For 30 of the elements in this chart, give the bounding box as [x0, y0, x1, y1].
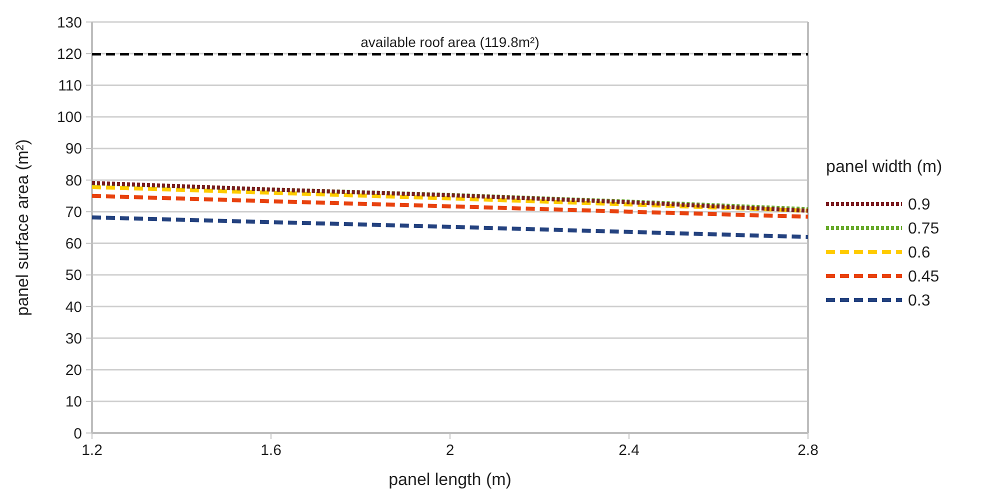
y-tick-label: 30: [65, 330, 82, 348]
legend-label: 0.75: [908, 220, 940, 238]
y-tick-label: 130: [56, 14, 82, 32]
x-tick-label: 2.8: [798, 442, 818, 459]
y-tick-label: 100: [56, 109, 82, 126]
x-tick-label: 2: [446, 442, 454, 459]
y-tick-label: 80: [65, 172, 82, 190]
legend-label: 0.3: [908, 292, 930, 310]
x-tick-label: 2.4: [618, 442, 640, 459]
x-tick-label: 1.6: [260, 442, 282, 459]
y-tick-label: 10: [65, 394, 82, 411]
x-tick-label: 1.2: [82, 442, 102, 459]
y-tick-label: 20: [65, 362, 82, 380]
y-tick-label: 70: [65, 204, 82, 221]
legend-label: 0.45: [908, 268, 940, 286]
y-tick-label: 60: [65, 236, 82, 253]
y-tick-label: 40: [65, 298, 82, 316]
y-tick-label: 90: [65, 140, 82, 158]
x-axis-title: panel length (m): [388, 470, 512, 489]
y-tick-label: 110: [58, 77, 82, 94]
y-tick-label: 0: [74, 425, 82, 442]
legend-title: panel width (m): [826, 157, 942, 176]
y-axis-title: panel surface area (m²): [13, 139, 32, 316]
line-series: [90, 215, 810, 239]
legend-label: 0.9: [908, 196, 930, 214]
y-tick-label: 50: [65, 267, 82, 284]
legend-label: 0.6: [908, 244, 930, 262]
line-series: [90, 194, 810, 219]
y-tick-label: 120: [56, 46, 82, 63]
ref-line-label: available roof area (119.8m²): [360, 34, 540, 50]
